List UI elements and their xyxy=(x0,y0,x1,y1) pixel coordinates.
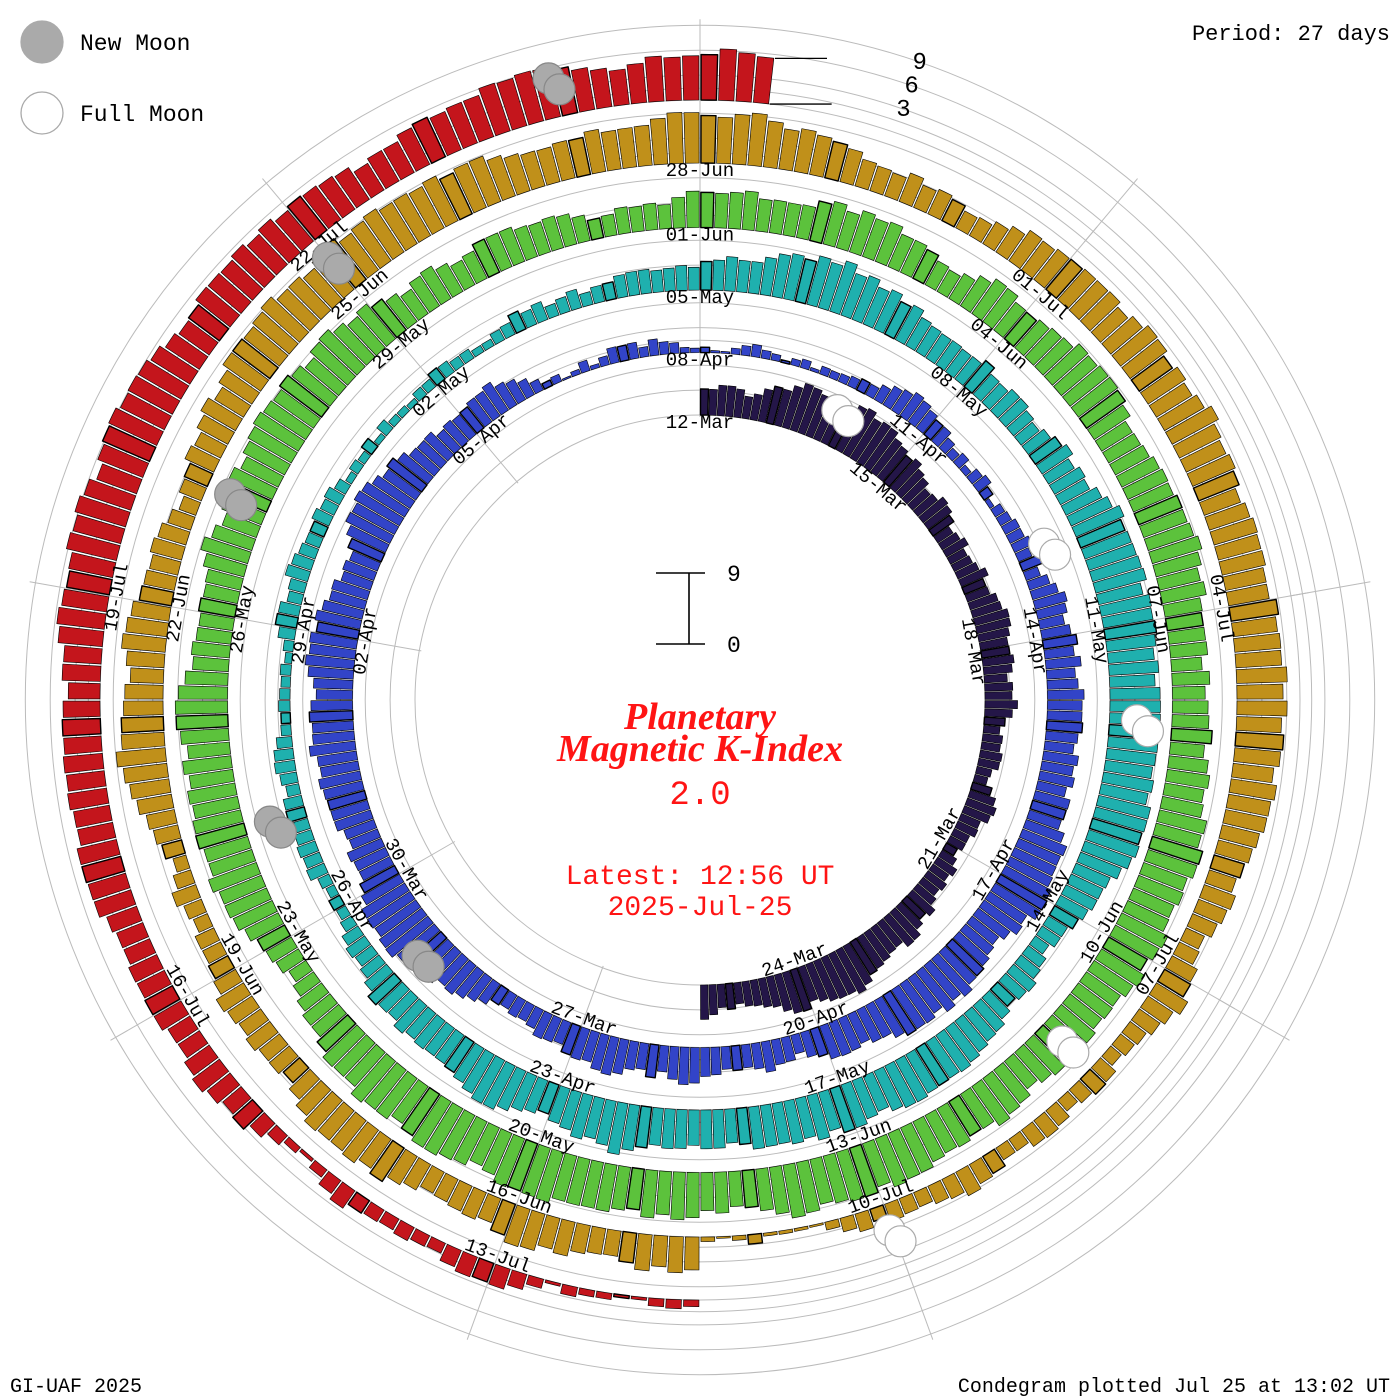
svg-text:0: 0 xyxy=(727,633,741,659)
svg-text:2.0: 2.0 xyxy=(669,777,730,815)
svg-text:3: 3 xyxy=(896,97,910,124)
svg-text:Condegram plotted Jul 25 at 13: Condegram plotted Jul 25 at 13:02 UT xyxy=(958,1376,1390,1399)
svg-text:Period: 27 days: Period: 27 days xyxy=(1192,22,1390,47)
svg-text:2025-Jul-25: 2025-Jul-25 xyxy=(608,893,793,924)
svg-text:GI-UAF 2025: GI-UAF 2025 xyxy=(10,1376,142,1399)
svg-text:Latest: 12:56 UT: Latest: 12:56 UT xyxy=(566,862,835,893)
svg-text:Full Moon: Full Moon xyxy=(80,102,204,128)
svg-text:6: 6 xyxy=(904,74,918,101)
svg-text:01-Jun: 01-Jun xyxy=(666,225,734,247)
svg-text:9: 9 xyxy=(912,50,926,77)
svg-text:28-Jun: 28-Jun xyxy=(666,160,734,182)
svg-text:08-Apr: 08-Apr xyxy=(666,350,734,372)
svg-text:New Moon: New Moon xyxy=(80,31,190,57)
svg-text:9: 9 xyxy=(727,562,741,588)
svg-text:12-Mar: 12-Mar xyxy=(666,412,734,434)
svg-text:05-May: 05-May xyxy=(666,287,734,309)
svg-text:Magnetic K-Index: Magnetic K-Index xyxy=(556,728,843,770)
